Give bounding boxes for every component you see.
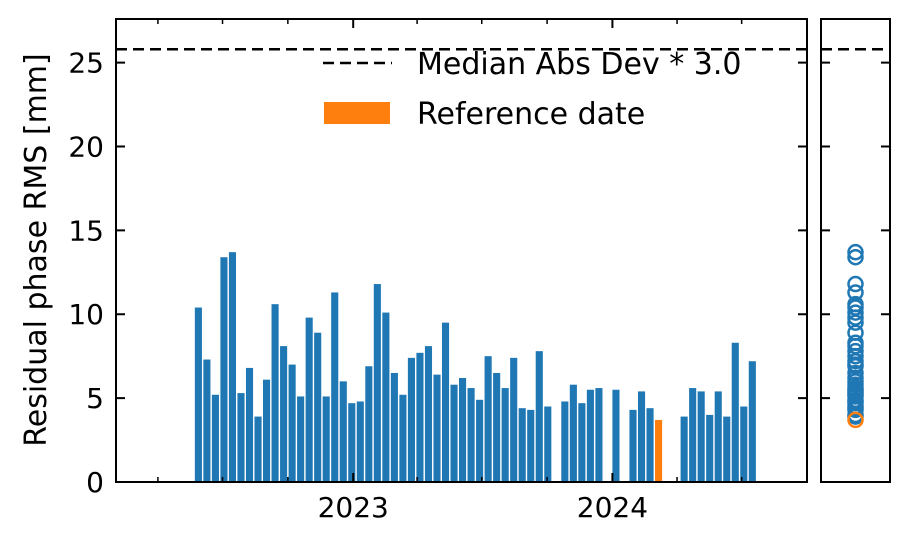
side-scatter-chart: [820, 18, 891, 483]
bar: [348, 403, 356, 482]
bar: [706, 414, 714, 482]
bar: [484, 356, 492, 482]
bar: [271, 304, 279, 482]
bar: [373, 284, 381, 482]
bar: [254, 416, 262, 482]
bar: [510, 357, 518, 482]
bar: [220, 257, 228, 482]
bar: [518, 408, 526, 482]
y-tick-label: 0: [86, 466, 104, 499]
y-tick-label: 5: [86, 382, 104, 415]
bar: [646, 408, 654, 482]
bar: [586, 389, 594, 482]
bar: [280, 346, 288, 482]
bar: [476, 399, 484, 482]
side-y-axis-ticks: [821, 61, 890, 483]
bar: [569, 384, 577, 482]
bar: [527, 409, 535, 482]
bar: [612, 389, 620, 482]
bar: [697, 391, 705, 482]
bar: [297, 396, 305, 482]
bar: [263, 379, 271, 482]
bar: [723, 416, 731, 482]
bar: [416, 352, 424, 482]
bar: [365, 366, 373, 482]
y-tick-label: 25: [68, 47, 104, 80]
legend: Median Abs Dev * 3.0 Reference date: [323, 47, 741, 132]
bar: [245, 367, 254, 482]
bar: [544, 406, 552, 482]
bar: [501, 388, 509, 482]
bar: [433, 374, 441, 482]
bar: [535, 351, 543, 482]
scatter-point: [847, 275, 864, 293]
scatter-point: [847, 304, 864, 321]
bar: [740, 406, 748, 482]
side-plot-frame: [820, 18, 891, 483]
y-tick-label: 20: [68, 130, 104, 163]
bar: [331, 292, 339, 482]
bar: [467, 388, 475, 482]
main-plot-frame: [115, 18, 808, 483]
legend-bar-swatch: [324, 102, 390, 124]
reference-date-bar: [655, 419, 663, 482]
x-axis-ticks: 2023 2024: [157, 19, 743, 524]
scatter-point: [847, 347, 864, 365]
y-tick-label: 10: [68, 298, 104, 331]
bar: [493, 372, 501, 482]
x-tick-label: 2024: [577, 491, 648, 524]
bar: [680, 416, 688, 482]
bar: [339, 381, 347, 482]
bar: [194, 307, 202, 482]
bar: [689, 388, 697, 482]
bar: [211, 394, 219, 482]
bar: [714, 391, 722, 482]
bar: [637, 391, 646, 482]
bar: [441, 322, 450, 482]
bar: [578, 403, 586, 482]
legend-label-reference-date: Reference date: [417, 97, 645, 132]
reference-date-point: [847, 411, 864, 429]
bar: [561, 401, 569, 482]
bar: [237, 393, 245, 482]
scatter-points-group: [847, 243, 864, 429]
bar: [305, 317, 313, 482]
bar: [595, 388, 603, 482]
scatter-point: [847, 314, 864, 331]
y-axis-label: Residual phase RMS [mm]: [19, 53, 54, 446]
y-tick-label: 15: [68, 214, 104, 247]
bar: [322, 396, 330, 482]
bar: [288, 364, 296, 482]
bar: [748, 361, 756, 482]
bar: [399, 394, 407, 482]
scatter-point: [847, 243, 864, 261]
main-bar-chart: Median Abs Dev * 3.0 Reference date 0 5 10…: [19, 18, 808, 524]
bar: [459, 377, 467, 482]
scatter-point: [847, 401, 864, 419]
y-axis-ticks: 0 5 10 15 20 25: [68, 47, 807, 499]
bar: [382, 312, 390, 482]
bar: [450, 384, 458, 482]
bar: [407, 357, 415, 482]
bar: [314, 332, 322, 482]
bar: [390, 372, 398, 482]
bar: [203, 359, 211, 482]
bar: [228, 252, 237, 482]
bar-series-group: [194, 252, 756, 482]
scatter-point: [847, 248, 864, 266]
legend-label-threshold: Median Abs Dev * 3.0: [417, 47, 741, 82]
bar: [356, 401, 364, 482]
x-tick-label: 2023: [318, 491, 389, 524]
bar: [424, 346, 433, 482]
bar: [731, 342, 739, 482]
bar: [629, 409, 637, 482]
